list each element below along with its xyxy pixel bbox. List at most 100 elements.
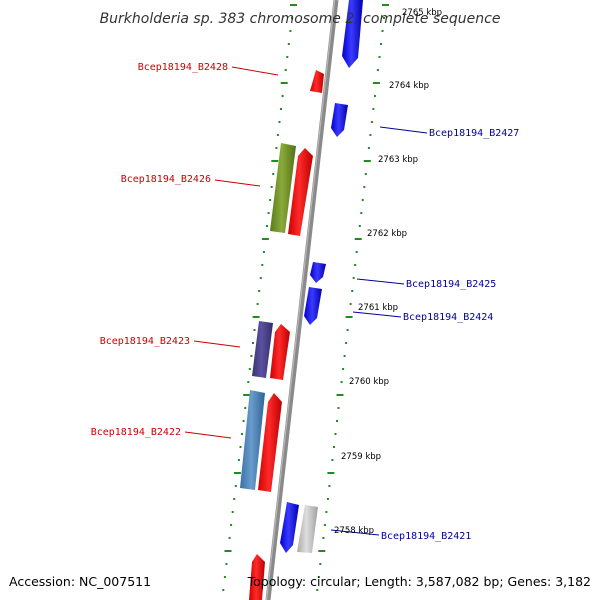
chromosome-backbone-highlight <box>266 0 336 600</box>
right-tick-track-tick <box>322 537 325 539</box>
left-tick-track-tick <box>258 290 261 292</box>
leader-b2425 <box>356 278 405 285</box>
feature-reverse-bottom <box>249 554 265 600</box>
left-tick-track-tick <box>259 277 262 279</box>
feature-b2422-steel <box>240 390 265 490</box>
right-tick-track-tick <box>376 69 379 71</box>
right-tick-track-tick <box>373 95 376 97</box>
left-tick-track-tick <box>234 485 237 487</box>
left-tick-track-tick <box>276 134 279 136</box>
feature-b2421 <box>280 502 299 553</box>
feature-b2423 <box>270 324 290 380</box>
leader-b2426 <box>214 179 261 187</box>
right-tick-track-tick <box>369 134 372 136</box>
right-tick-track-tick <box>325 511 328 513</box>
gene-label-b2426[interactable]: Bcep18194_B2426 <box>121 174 211 185</box>
right-tick-track-tick <box>372 108 375 110</box>
right-tick-track-tick <box>354 264 357 266</box>
kbp-labels: 2765 kbp 2764 kbp 2763 kbp 2762 kbp 2761… <box>334 8 442 536</box>
left-tick-track-tick <box>280 82 288 84</box>
kbp-label: 2759 kbp <box>341 452 381 462</box>
left-tick-track-tick <box>287 43 290 45</box>
left-tick-track-tick <box>261 238 269 240</box>
leader-b2428 <box>231 66 279 76</box>
right-tick-track-tick <box>343 355 346 357</box>
left-tick-track-tick <box>281 95 284 97</box>
gene-label-b2422[interactable]: Bcep18194_B2422 <box>91 427 181 438</box>
kbp-label: 2764 kbp <box>389 81 429 91</box>
feature-b2424 <box>304 287 322 325</box>
right-tick-track-tick <box>333 446 335 448</box>
right-tick-track-tick <box>328 485 331 487</box>
feature-b2427 <box>331 103 348 137</box>
kbp-label: 2763 kbp <box>378 155 418 165</box>
kbp-label: 2762 kbp <box>367 229 407 239</box>
left-tick-track-tick <box>289 30 292 32</box>
gene-label-b2427[interactable]: Bcep18194_B2427 <box>429 128 519 139</box>
right-tick-track-tick <box>336 394 344 396</box>
right-tick-track-tick <box>349 303 352 305</box>
left-tick-track-tick <box>269 199 272 201</box>
right-tick-track-tick <box>382 4 389 6</box>
left-tick-track-tick <box>253 329 256 331</box>
right-tick-track-tick <box>370 121 373 123</box>
leader-b2423 <box>193 340 241 348</box>
left-tick-track-tick <box>242 420 245 422</box>
right-tick-track-tick <box>355 251 358 253</box>
feature-b2426-green <box>270 143 296 233</box>
left-tick-track-tick <box>248 368 251 370</box>
kbp-label: 2765 kbp <box>402 8 442 18</box>
kbp-label: 2758 kbp <box>334 526 374 536</box>
left-tick-track-tick <box>272 173 275 175</box>
left-tick-track-tick <box>262 251 265 253</box>
gene-label-b2421[interactable]: Bcep18194_B2421 <box>381 531 471 542</box>
right-tick-track-tick <box>367 147 370 149</box>
left-tick-track-tick <box>222 589 225 591</box>
map-title: Burkholderia sp. 383 chromosome 2, compl… <box>100 11 501 27</box>
right-tick-track-tick <box>351 290 354 292</box>
right-tick-track-tick <box>319 563 322 565</box>
feature-b2425 <box>310 262 326 283</box>
leader-b2422 <box>184 431 232 439</box>
right-tick-track-tick <box>345 316 353 318</box>
gene-label-b2428[interactable]: Bcep18194_B2428 <box>138 62 228 73</box>
leader-b2427 <box>379 126 428 134</box>
right-tick-track-tick <box>381 30 384 32</box>
left-tick-track-tick <box>252 316 260 318</box>
right-tick-track-tick <box>316 589 319 591</box>
summary-text: Topology: circular; Length: 3,587,082 bp… <box>247 574 591 589</box>
left-tick-track-tick <box>275 147 278 149</box>
right-tick-track-tick <box>346 329 349 331</box>
left-tick-track-tick <box>252 342 254 344</box>
left-tick-track-tick <box>250 355 253 357</box>
left-tick-track-tick <box>231 511 234 513</box>
left-tick-track-tick <box>247 381 250 383</box>
left-tick-track-tick <box>267 212 270 214</box>
accession-text: Accession: NC_007511 <box>9 574 151 589</box>
right-tick-track-tick <box>326 498 329 500</box>
features <box>240 0 363 600</box>
left-tick-track-tick <box>284 69 287 71</box>
left-tick-track-tick <box>261 264 264 266</box>
feature-b2423-purple <box>252 321 273 378</box>
left-tick-track-tick <box>225 563 228 565</box>
left-tick-track-tick <box>244 407 247 409</box>
right-tick-track-tick <box>318 550 326 552</box>
left-tick-track-tick <box>243 394 251 396</box>
right-tick-track-tick <box>342 368 345 370</box>
gene-label-b2424[interactable]: Bcep18194_B2424 <box>403 312 493 323</box>
tick-tracks <box>222 4 389 591</box>
right-tick-track-tick <box>360 212 363 214</box>
gene-label-b2425[interactable]: Bcep18194_B2425 <box>406 279 496 290</box>
left-tick-track-tick <box>228 537 231 539</box>
right-tick-track-tick <box>336 420 338 422</box>
gene-label-b2423[interactable]: Bcep18194_B2423 <box>100 336 190 347</box>
right-tick-track-tick <box>323 524 326 526</box>
left-tick-track-tick <box>286 56 289 58</box>
right-tick-track-tick <box>361 199 364 201</box>
left-tick-track-tick <box>291 17 293 19</box>
left-tick-track-tick <box>266 225 268 227</box>
right-tick-track-tick <box>334 433 337 435</box>
left-tick-track-tick <box>278 121 281 123</box>
